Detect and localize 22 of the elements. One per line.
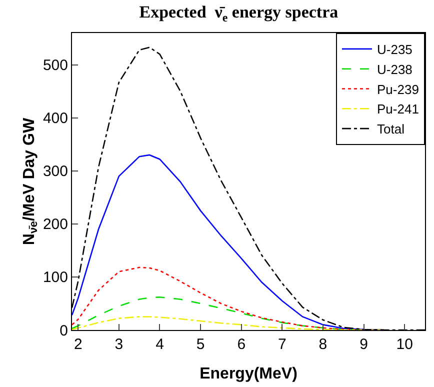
legend-label: U-235 [377, 42, 412, 58]
x-axis-title: Energy(MeV) [200, 366, 298, 383]
y-tick-label: 200 [42, 216, 68, 234]
x-tick-label: 5 [196, 336, 205, 353]
x-tick-label: 4 [156, 336, 164, 353]
x-tick-label: 6 [237, 336, 246, 353]
legend-label: Pu-239 [377, 82, 419, 97]
y-tick-label: 300 [42, 163, 68, 180]
y-tick-label: 100 [42, 269, 68, 286]
x-tick-label: 9 [360, 336, 368, 353]
legend-label: Total [377, 122, 405, 137]
x-tick-label: 7 [278, 336, 286, 353]
legend-label: U-238 [377, 62, 412, 77]
x-tick-label: 2 [74, 336, 82, 353]
y-tick-label: 0 [60, 322, 68, 340]
x-tick-label: 8 [318, 336, 328, 353]
x-tick-label: 3 [114, 336, 124, 353]
chart-title: Expected ν̄$_{e}$ energy spectra [139, 2, 339, 24]
y-tick-label: 400 [42, 110, 68, 128]
legend-label: Pu-241 [377, 102, 419, 117]
y-tick-label: 500 [42, 57, 68, 74]
x-tick-label: 10 [396, 336, 413, 353]
